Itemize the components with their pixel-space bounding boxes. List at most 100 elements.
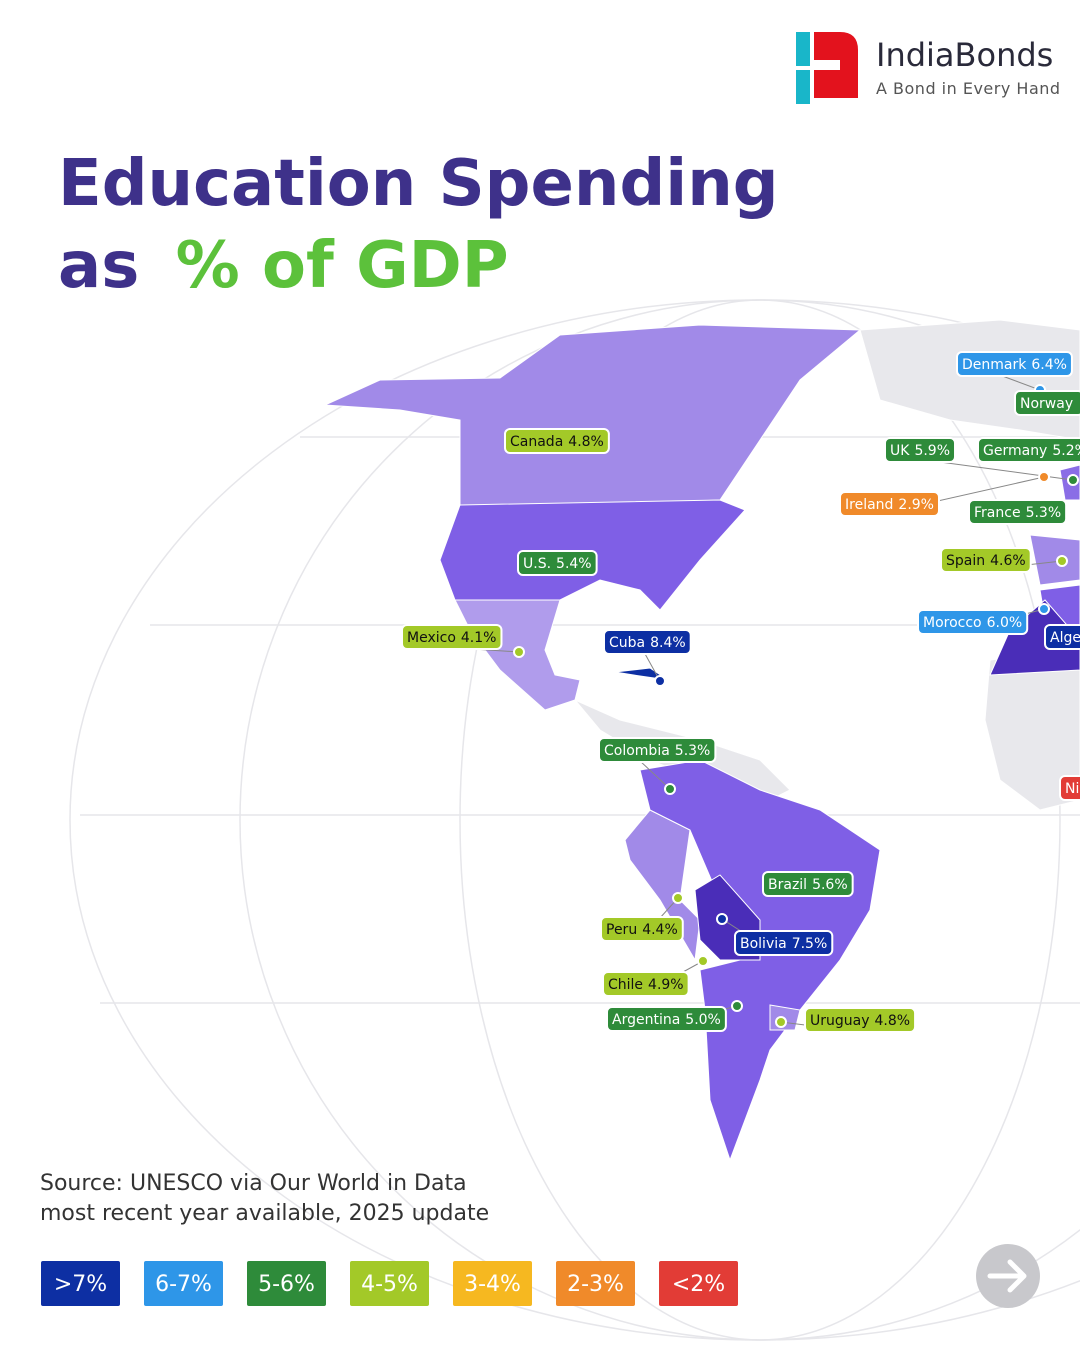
label-text: France 5.3% xyxy=(974,505,1061,521)
label-text: Colombia 5.3% xyxy=(604,743,710,759)
label-name: Argentina xyxy=(612,1012,680,1028)
label-name: UK xyxy=(890,443,910,459)
country-label: UK 5.9% xyxy=(884,437,957,463)
brand: IndiaBonds xyxy=(876,36,1053,74)
legend-label: <2% xyxy=(672,1272,725,1297)
label-name: Colombia xyxy=(604,743,670,759)
country-label: Morocco 6.0% xyxy=(917,609,1029,635)
label-value: 5.0% xyxy=(685,1012,721,1028)
logo xyxy=(796,32,858,104)
country-dot xyxy=(697,955,709,967)
label-box xyxy=(603,629,692,655)
country-dot xyxy=(664,783,676,795)
label-box xyxy=(917,609,1029,635)
label-name: U.S. xyxy=(523,556,551,572)
country-label: Denmark 6.4% xyxy=(956,351,1073,377)
label-box xyxy=(1014,390,1080,416)
label-box xyxy=(1044,624,1080,650)
legend-swatch xyxy=(659,1261,738,1306)
label-value: 5.3% xyxy=(1026,505,1062,521)
legend-label: >7% xyxy=(54,1272,107,1297)
leader-line xyxy=(638,759,671,790)
label-name: Brazil xyxy=(768,877,807,893)
label-name: Spain xyxy=(946,553,985,569)
label-text: Denmark 6.4% xyxy=(962,357,1067,373)
legend-label: 2-3% xyxy=(567,1272,624,1297)
label-value: 4.9% xyxy=(648,977,684,993)
label-name: Canada xyxy=(510,434,563,450)
label-value: 5.4% xyxy=(556,556,592,572)
legend-swatch xyxy=(350,1261,429,1306)
label-name: Germany xyxy=(983,443,1047,459)
title-highlight: % of GDP xyxy=(176,229,509,303)
label-name: Ni xyxy=(1065,781,1079,797)
country-label: Peru 4.4% xyxy=(600,916,684,942)
country-label: France 5.3% xyxy=(968,499,1068,525)
label-box xyxy=(1059,775,1080,801)
country-label: Norway xyxy=(1014,390,1080,416)
label-box xyxy=(884,437,957,463)
legend-swatch xyxy=(144,1261,223,1306)
label-box xyxy=(940,547,1032,573)
legend-label: 3-4% xyxy=(464,1272,521,1297)
label-box xyxy=(401,624,503,650)
country-label: Cuba 8.4% xyxy=(603,629,692,655)
label-value: 6.4% xyxy=(1031,357,1067,373)
label-name: Alge xyxy=(1050,630,1080,646)
label-text: Bolivia 7.5% xyxy=(740,936,827,952)
label-value: 7.5% xyxy=(792,936,828,952)
country-label: Colombia 5.3% xyxy=(598,737,717,763)
country-dot xyxy=(1056,555,1068,567)
label-text: Alge xyxy=(1050,630,1080,646)
label-text: Norway xyxy=(1020,396,1073,412)
title-start: as xyxy=(58,229,139,303)
label-name: Ireland xyxy=(845,497,893,513)
country-dot xyxy=(716,913,728,925)
label-name: Peru xyxy=(606,922,637,938)
country-label: Alge xyxy=(1044,624,1080,650)
label-text: Germany 5.2% xyxy=(983,443,1080,459)
country-label: Bolivia 7.5% xyxy=(734,930,834,956)
country-label: Chile 4.9% xyxy=(602,971,690,997)
label-box xyxy=(517,550,598,576)
country-label: Mexico 4.1% xyxy=(401,624,503,650)
country-label: Ni xyxy=(1059,775,1080,801)
label-value: 4.4% xyxy=(642,922,678,938)
country-dot xyxy=(672,892,684,904)
legend-label: 5-6% xyxy=(258,1272,315,1297)
label-name: Uruguay xyxy=(810,1013,870,1029)
label-value: 4.6% xyxy=(990,553,1026,569)
label-text: Brazil 5.6% xyxy=(768,877,848,893)
next-button[interactable] xyxy=(976,1244,1040,1308)
label-box xyxy=(804,1007,917,1033)
label-text: U.S. 5.4% xyxy=(523,556,592,572)
label-text: Ni xyxy=(1065,781,1079,797)
label-box xyxy=(968,499,1068,525)
label-box xyxy=(504,428,610,454)
label-name: Mexico xyxy=(407,630,456,646)
legend-swatch xyxy=(247,1261,326,1306)
label-name: France xyxy=(974,505,1021,521)
label-box xyxy=(600,916,684,942)
label-value: 5.3% xyxy=(675,743,711,759)
label-text: Spain 4.6% xyxy=(946,553,1026,569)
label-text: Uruguay 4.8% xyxy=(810,1013,910,1029)
country-dot xyxy=(1038,603,1050,615)
label-value: 5.2% xyxy=(1052,443,1080,459)
label-text: Ireland 2.9% xyxy=(845,497,934,513)
label-text: Argentina 5.0% xyxy=(612,1012,721,1028)
tagline: A Bond in Every Hand xyxy=(876,79,1061,98)
label-value: 5.6% xyxy=(812,877,848,893)
label-text: Cuba 8.4% xyxy=(609,635,686,651)
legend-label: 4-5% xyxy=(361,1272,418,1297)
country-dot xyxy=(1038,471,1050,483)
label-value: 5.9% xyxy=(914,443,950,459)
label-text: Mexico 4.1% xyxy=(407,630,496,646)
country-dot xyxy=(654,675,666,687)
country-label: Spain 4.6% xyxy=(940,547,1032,573)
label-name: Denmark xyxy=(962,357,1027,373)
country-label: Uruguay 4.8% xyxy=(804,1007,917,1033)
label-box xyxy=(602,971,690,997)
label-value: 4.1% xyxy=(461,630,497,646)
